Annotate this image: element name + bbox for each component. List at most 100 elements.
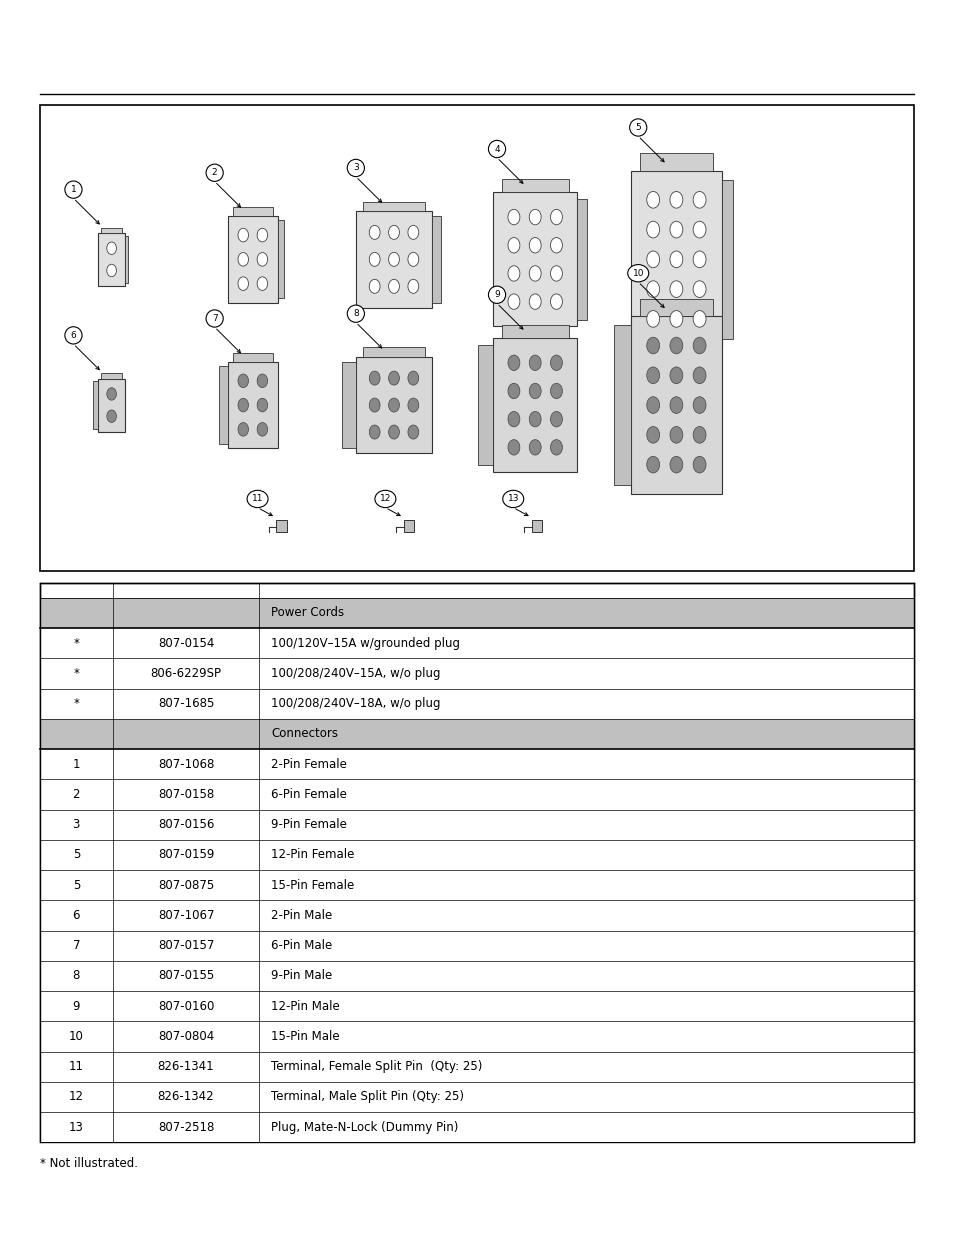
Circle shape xyxy=(693,337,705,354)
Text: 9: 9 xyxy=(494,290,499,299)
Circle shape xyxy=(669,280,682,298)
Text: 6-Pin Male: 6-Pin Male xyxy=(271,939,332,952)
Bar xyxy=(363,347,424,357)
Text: *: * xyxy=(73,667,79,680)
Bar xyxy=(40,1021,913,1052)
Circle shape xyxy=(550,294,562,309)
Circle shape xyxy=(529,266,540,282)
Text: 1: 1 xyxy=(71,185,76,194)
Text: 6: 6 xyxy=(71,331,76,340)
Circle shape xyxy=(693,221,705,238)
Circle shape xyxy=(388,279,399,294)
Circle shape xyxy=(237,398,248,412)
Bar xyxy=(228,216,277,303)
Text: *: * xyxy=(73,697,79,710)
Circle shape xyxy=(369,279,379,294)
Circle shape xyxy=(369,370,379,385)
Ellipse shape xyxy=(502,490,523,508)
Bar xyxy=(404,520,414,532)
Bar xyxy=(40,688,913,719)
Text: 12-Pin Male: 12-Pin Male xyxy=(271,999,339,1013)
Ellipse shape xyxy=(629,119,646,136)
Circle shape xyxy=(369,252,379,267)
Text: 2: 2 xyxy=(72,788,80,802)
Bar xyxy=(125,236,128,283)
Circle shape xyxy=(257,228,268,242)
Text: 826-1342: 826-1342 xyxy=(157,1091,214,1104)
Bar xyxy=(40,598,913,629)
Bar xyxy=(639,299,712,316)
Bar xyxy=(639,153,712,170)
Bar xyxy=(218,366,228,445)
Circle shape xyxy=(257,374,268,388)
Circle shape xyxy=(237,422,248,436)
Circle shape xyxy=(107,242,116,254)
Text: Connectors: Connectors xyxy=(271,727,337,741)
Text: Power Cords: Power Cords xyxy=(271,606,344,620)
Circle shape xyxy=(550,440,562,454)
Circle shape xyxy=(369,225,379,240)
Circle shape xyxy=(646,251,659,268)
Circle shape xyxy=(669,191,682,209)
Ellipse shape xyxy=(206,310,223,327)
Circle shape xyxy=(408,225,418,240)
Circle shape xyxy=(408,279,418,294)
Circle shape xyxy=(646,426,659,443)
Circle shape xyxy=(257,422,268,436)
Text: 807-0157: 807-0157 xyxy=(157,939,214,952)
Text: Plug, Mate-N-Lock (Dummy Pin): Plug, Mate-N-Lock (Dummy Pin) xyxy=(271,1120,457,1134)
Text: 9-Pin Male: 9-Pin Male xyxy=(271,969,332,983)
Text: 15-Pin Female: 15-Pin Female xyxy=(271,878,354,892)
Circle shape xyxy=(507,266,519,282)
Circle shape xyxy=(237,374,248,388)
Text: 3: 3 xyxy=(72,818,80,831)
Circle shape xyxy=(369,398,379,412)
Bar xyxy=(40,990,913,1021)
Text: 12: 12 xyxy=(379,494,391,504)
Circle shape xyxy=(507,356,519,370)
Text: 807-0155: 807-0155 xyxy=(158,969,213,983)
Circle shape xyxy=(507,440,519,454)
Text: 9-Pin Female: 9-Pin Female xyxy=(271,818,347,831)
Text: Terminal, Female Split Pin  (Qty: 25): Terminal, Female Split Pin (Qty: 25) xyxy=(271,1060,482,1073)
Ellipse shape xyxy=(488,287,505,304)
Circle shape xyxy=(693,280,705,298)
Circle shape xyxy=(646,310,659,327)
Circle shape xyxy=(408,425,418,440)
Text: 10: 10 xyxy=(632,269,643,278)
Bar xyxy=(493,193,577,326)
Circle shape xyxy=(237,252,248,267)
Bar xyxy=(40,719,913,748)
Circle shape xyxy=(646,221,659,238)
Text: 13: 13 xyxy=(69,1120,84,1134)
Circle shape xyxy=(388,225,399,240)
Bar xyxy=(532,520,541,532)
Bar xyxy=(40,105,913,571)
Text: 5: 5 xyxy=(72,848,80,862)
Circle shape xyxy=(408,252,418,267)
Bar xyxy=(40,931,913,961)
Text: 11: 11 xyxy=(69,1060,84,1073)
Bar xyxy=(40,810,913,840)
Circle shape xyxy=(693,396,705,414)
Circle shape xyxy=(646,367,659,384)
Bar xyxy=(98,379,125,431)
Text: 15-Pin Male: 15-Pin Male xyxy=(271,1030,339,1044)
Bar xyxy=(40,1082,913,1112)
Circle shape xyxy=(529,440,540,454)
Ellipse shape xyxy=(375,490,395,508)
Text: 7: 7 xyxy=(212,314,217,324)
Text: 807-1685: 807-1685 xyxy=(157,697,214,710)
Text: 807-0804: 807-0804 xyxy=(158,1030,213,1044)
Bar xyxy=(40,1113,913,1142)
Text: 10: 10 xyxy=(69,1030,84,1044)
Text: 807-0154: 807-0154 xyxy=(157,636,214,650)
Circle shape xyxy=(646,280,659,298)
Circle shape xyxy=(550,411,562,427)
Circle shape xyxy=(388,398,399,412)
Circle shape xyxy=(550,237,562,253)
Circle shape xyxy=(550,383,562,399)
Text: 807-0160: 807-0160 xyxy=(157,999,214,1013)
Ellipse shape xyxy=(206,164,223,182)
Circle shape xyxy=(693,251,705,268)
